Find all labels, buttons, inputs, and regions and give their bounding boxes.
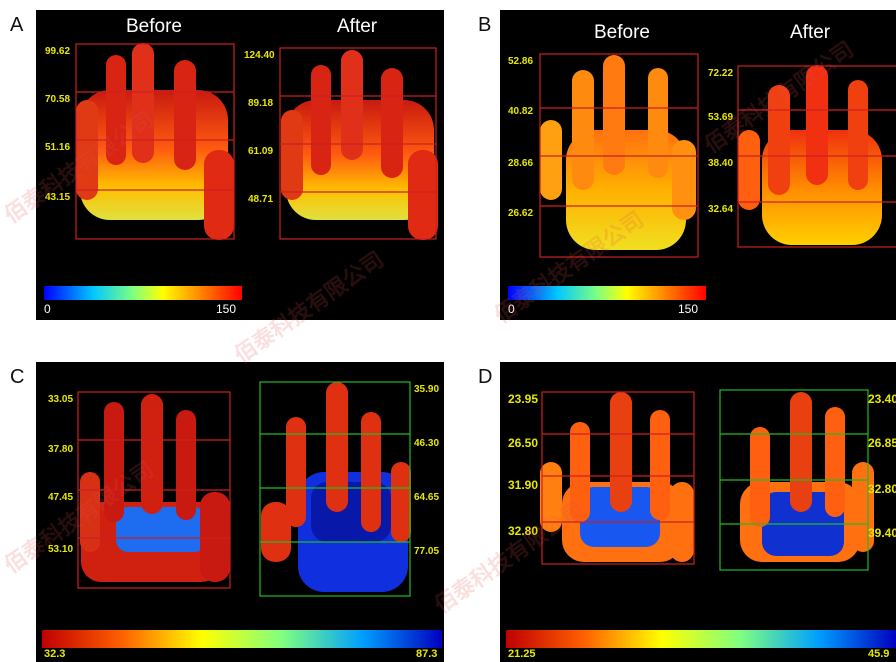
value-c-after-4: 77.05 xyxy=(414,546,440,557)
panel-c-thermal-image xyxy=(42,381,442,648)
value-d-before-4: 32.80 xyxy=(508,524,539,538)
panel-letter-b: B xyxy=(478,14,492,36)
value-d-before-1: 23.95 xyxy=(508,392,539,406)
panel-d-thermal-image xyxy=(506,389,896,648)
panel-a-thermal-image xyxy=(44,43,438,300)
scale-min-c: 32.3 xyxy=(44,648,66,660)
value-c-after-1: 35.90 xyxy=(414,384,440,395)
value-d-after-4: 39.40 xyxy=(868,526,896,540)
value-a-before-2: 70.58 xyxy=(45,94,71,105)
value-b-before-4: 26.62 xyxy=(508,208,534,219)
scale-min-b: 0 xyxy=(508,302,515,316)
value-c-after-3: 64.65 xyxy=(414,492,440,503)
roi-boxes-b xyxy=(539,53,896,258)
value-c-before-3: 47.45 xyxy=(48,492,74,503)
scale-max-a: 150 xyxy=(216,302,237,316)
value-c-before-1: 33.05 xyxy=(48,394,74,405)
value-a-before-4: 43.15 xyxy=(45,192,71,203)
panel-c: 33.05 37.80 47.45 53.10 35.90 46.30 64.6… xyxy=(36,362,444,662)
hand-after-d xyxy=(740,392,874,562)
roi-boxes-d-before xyxy=(541,391,695,565)
colorbar-c xyxy=(42,630,442,648)
panel-letter-d: D xyxy=(478,366,493,388)
colorbar-a xyxy=(44,286,242,300)
value-a-before-3: 51.16 xyxy=(45,142,71,153)
scale-min-a: 0 xyxy=(44,302,51,316)
title-after-b: After xyxy=(790,22,831,43)
roi-boxes-c-before xyxy=(77,391,231,589)
roi-boxes-c-after xyxy=(259,381,411,597)
colorbar-d xyxy=(506,630,896,648)
value-a-after-1: 124.40 xyxy=(244,50,275,61)
hand-before-b xyxy=(540,55,696,250)
panel-b: Before After 52.86 40.82 28.66 26.62 72.… xyxy=(500,10,896,320)
value-d-after-2: 26.85 xyxy=(868,436,896,450)
value-b-after-4: 32.64 xyxy=(708,204,734,215)
value-a-after-2: 89.18 xyxy=(248,98,274,109)
value-c-before-2: 37.80 xyxy=(48,444,74,455)
hand-after-a xyxy=(281,50,438,240)
panel-letter-c: C xyxy=(10,366,25,388)
hand-before-c xyxy=(80,394,230,582)
hand-before-a xyxy=(76,43,234,240)
colorbar-b xyxy=(508,286,706,300)
value-b-before-1: 52.86 xyxy=(508,56,534,67)
roi-boxes-a xyxy=(75,43,437,240)
value-b-before-3: 28.66 xyxy=(508,158,534,169)
value-b-after-1: 72.22 xyxy=(708,68,734,79)
value-b-after-3: 38.40 xyxy=(708,158,734,169)
scale-min-d: 21.25 xyxy=(508,648,536,660)
panel-a: Before After 99.62 70.58 51.16 43.15 124… xyxy=(36,10,444,320)
value-a-after-4: 48.71 xyxy=(248,194,274,205)
value-b-before-2: 40.82 xyxy=(508,106,534,117)
value-c-after-2: 46.30 xyxy=(414,438,440,449)
panel-d: 23.95 26.50 31.90 32.80 23.40 26.85 32.8… xyxy=(500,362,896,662)
value-d-before-2: 26.50 xyxy=(508,436,539,450)
hand-after-b xyxy=(738,65,882,245)
value-c-before-4: 53.10 xyxy=(48,544,74,555)
scale-max-d: 45.9 xyxy=(868,648,890,660)
scale-max-b: 150 xyxy=(678,302,699,316)
hand-after-c xyxy=(261,382,411,592)
roi-boxes-d-after xyxy=(719,389,869,571)
value-b-after-2: 53.69 xyxy=(708,112,734,123)
scale-max-c: 87.3 xyxy=(416,648,438,660)
value-d-before-3: 31.90 xyxy=(508,478,539,492)
value-d-after-3: 32.80 xyxy=(868,482,896,496)
title-after-a: After xyxy=(337,16,378,37)
value-a-after-3: 61.09 xyxy=(248,146,274,157)
title-before-b: Before xyxy=(594,22,650,43)
value-a-before-1: 99.62 xyxy=(45,46,71,57)
panel-b-thermal-image xyxy=(508,53,896,300)
value-d-after-1: 23.40 xyxy=(868,392,896,406)
title-before-a: Before xyxy=(126,16,182,37)
panel-letter-a: A xyxy=(10,14,24,36)
hand-before-d xyxy=(540,392,694,562)
